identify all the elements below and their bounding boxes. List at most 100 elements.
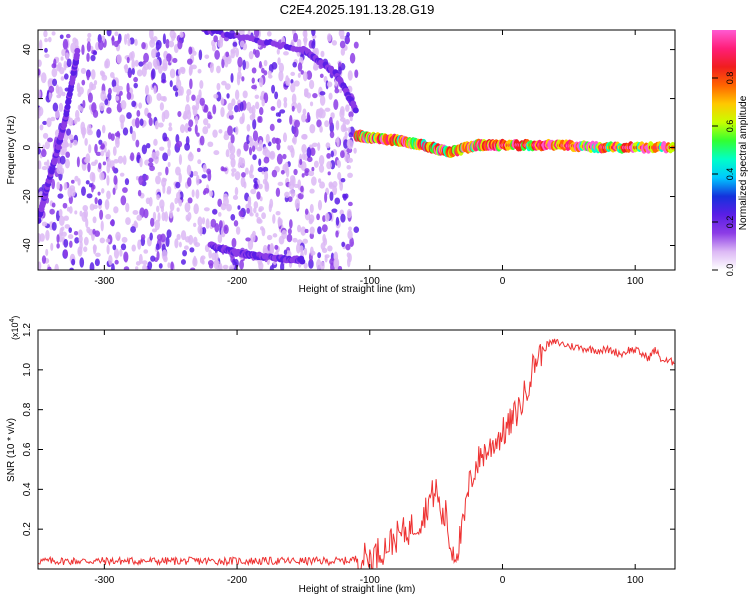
heatmap-cell [324, 254, 330, 259]
heatmap-cell [174, 91, 179, 97]
heatmap-cell [353, 226, 360, 233]
heatmap-cell [280, 169, 285, 175]
heatmap-cell [237, 56, 243, 68]
heatmap-cell [340, 213, 346, 223]
heatmap-cell [148, 157, 154, 163]
heatmap-cell [90, 54, 96, 62]
heatmap-cell [46, 159, 50, 169]
heatmap-cell [326, 161, 332, 170]
heatmap-cell [324, 192, 328, 203]
heatmap-cell [341, 241, 346, 248]
heatmap-cell [56, 181, 61, 190]
heatmap-cell [197, 216, 203, 227]
heatmap-cell [77, 246, 83, 257]
heatmap-cell [302, 71, 308, 82]
heatmap-cell [179, 31, 184, 38]
y-tick-label: 0 [22, 144, 33, 150]
heatmap-cell [88, 183, 93, 188]
heatmap-cell [309, 101, 314, 107]
heatmap-cell [311, 40, 316, 49]
heatmap-cell [184, 123, 190, 133]
heatmap-cell [187, 197, 193, 204]
heatmap-cell [141, 42, 146, 50]
heatmap-cell [313, 160, 319, 168]
heatmap-cell [45, 229, 50, 241]
x-tick-label: -200 [227, 575, 247, 586]
heatmap-cell [58, 102, 64, 112]
heatmap-cell [76, 156, 80, 168]
heatmap-cell [234, 171, 241, 181]
heatmap-cell [179, 124, 186, 134]
heatmap-cell [111, 263, 115, 270]
heatmap-cell [118, 85, 123, 91]
heatmap-cell [57, 86, 63, 97]
heatmap-cell [161, 72, 166, 83]
heatmap-cell [170, 261, 174, 270]
heatmap-cell [324, 120, 330, 128]
heatmap-cell [52, 78, 58, 87]
heatmap-cell [56, 234, 60, 244]
heatmap-cell [347, 201, 353, 207]
heatmap-cell [186, 164, 192, 176]
heatmap-cell [239, 259, 244, 270]
heatmap-cell [153, 138, 158, 146]
heatmap-cell [283, 51, 289, 56]
heatmap-cell [299, 245, 304, 253]
heatmap-cell [188, 234, 194, 245]
heatmap-cell [125, 217, 131, 225]
heatmap-cell [311, 166, 315, 172]
heatmap-cell [101, 124, 106, 134]
heatmap-cell [326, 153, 331, 159]
heatmap-cell [340, 48, 346, 56]
heatmap-cell [309, 203, 314, 214]
snr-y-label: SNR (10 * v/v) [6, 418, 17, 482]
heatmap-cell [96, 129, 101, 138]
heatmap-cell [51, 221, 57, 231]
heatmap-cell [203, 104, 209, 113]
heatmap-cell [94, 143, 98, 154]
y-tick-label: -40 [22, 238, 33, 253]
heatmap-cell [241, 171, 246, 178]
heatmap-cell [185, 214, 189, 221]
heatmap-cell [66, 58, 72, 68]
heatmap-cell [234, 89, 240, 101]
multiplier-base: (x10 [10, 322, 20, 340]
heatmap-cell [184, 245, 189, 250]
heatmap-cell [105, 213, 112, 220]
heatmap-cell [194, 124, 198, 135]
heatmap-cell [254, 94, 260, 99]
heatmap-cell [131, 100, 137, 108]
heatmap-cell [156, 194, 160, 201]
heatmap-cell [211, 252, 217, 261]
heatmap-cell [303, 36, 308, 43]
heatmap-cell [131, 67, 135, 76]
colorbar-tick-label: 0.0 [725, 264, 735, 277]
heatmap-cell [218, 220, 223, 229]
heatmap-cell [188, 66, 193, 77]
heatmap-cell [109, 220, 115, 226]
heatmap-cell [62, 38, 69, 50]
heatmap-cell [276, 48, 280, 55]
heatmap-cell [320, 50, 325, 58]
heatmap-cell [139, 118, 144, 127]
heatmap-cell [277, 118, 282, 123]
heatmap-cell [107, 149, 111, 158]
heatmap-cell [167, 161, 171, 168]
heatmap-cell [185, 94, 190, 103]
heatmap-cell [192, 106, 198, 117]
heatmap-cell [292, 135, 297, 145]
heatmap-cell [318, 107, 324, 115]
heatmap-cell [304, 88, 309, 94]
heatmap-cell [97, 191, 101, 196]
heatmap-cell [41, 166, 48, 171]
heatmap-cell [311, 176, 317, 186]
heatmap-cell [202, 164, 207, 173]
heatmap-cell [223, 133, 230, 141]
heatmap-cell [333, 99, 339, 110]
heatmap-cell [186, 88, 192, 96]
heatmap-cell [156, 205, 160, 213]
heatmap-cell [155, 243, 160, 251]
x-tick-label: -300 [94, 575, 114, 586]
multiplier-exponent: 4 [9, 318, 16, 322]
heatmap-cell [154, 219, 161, 231]
